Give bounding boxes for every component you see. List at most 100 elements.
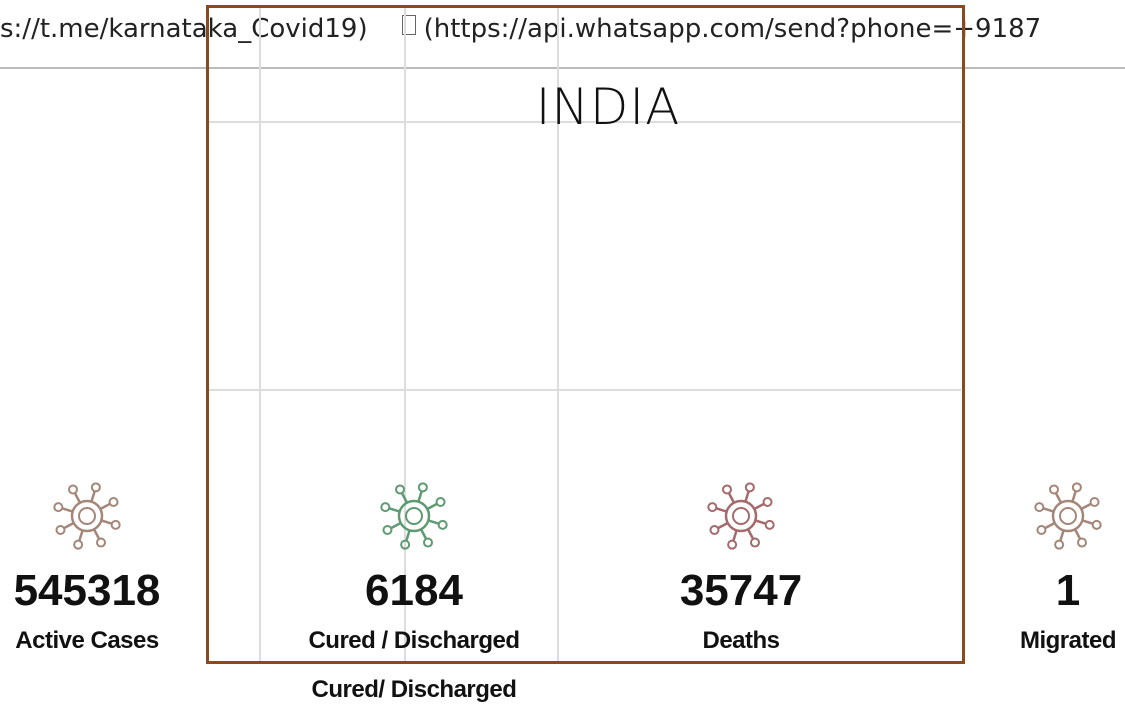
stat-card: 545318 Active Cases — [0, 478, 197, 655]
link-bar: s://t.me/karnataka_Covid19) (https://api.… — [0, 14, 1041, 44]
stat-value: 35747 — [679, 566, 803, 615]
icon-node — [727, 539, 738, 550]
stat-value: 1 — [1055, 566, 1081, 615]
icon-node — [1076, 537, 1087, 548]
icon-node — [709, 524, 720, 535]
icon-spike — [63, 521, 75, 530]
icon-spike — [100, 519, 113, 525]
icon-spike — [405, 529, 411, 542]
extra-label: Cured/ Discharged — [311, 676, 517, 703]
grid-line — [208, 121, 961, 123]
icon-spike — [727, 492, 736, 504]
icon-node — [707, 502, 718, 513]
divider — [0, 67, 1125, 69]
virus-icon — [380, 482, 448, 550]
icon-node — [382, 524, 393, 535]
icon-node — [744, 482, 755, 493]
highlight-frame — [206, 5, 965, 664]
icon-node — [417, 482, 428, 493]
icon-node — [110, 519, 121, 530]
icon-node — [762, 497, 773, 508]
virus-icon — [1034, 482, 1102, 550]
glyph-box — [401, 15, 416, 35]
icon-node — [437, 519, 448, 530]
icon-spike — [1081, 519, 1094, 525]
icon-node — [422, 537, 433, 548]
stat-card: 6184 Cured / Discharged — [304, 478, 524, 655]
icon-node — [435, 497, 446, 508]
icon-node — [1089, 497, 1100, 508]
icon-spike — [417, 490, 423, 503]
icon-node — [400, 539, 411, 550]
grid-line — [404, 5, 406, 661]
icon-node — [1071, 482, 1082, 493]
icon-spike — [1044, 521, 1056, 530]
icon-spike — [419, 528, 428, 540]
icon-spike — [1080, 502, 1092, 511]
icon-spike — [78, 529, 84, 542]
icon-spike — [746, 528, 755, 540]
icon-node — [380, 502, 391, 513]
page-title: INDIA — [535, 78, 681, 136]
virus-icon — [53, 482, 121, 550]
stat-card: 1 Migrated — [958, 478, 1125, 655]
icon-spike — [1071, 490, 1077, 503]
icon-spike — [715, 507, 728, 513]
icon-body — [397, 499, 431, 533]
icon-body — [1051, 499, 1085, 533]
icon-spike — [717, 521, 729, 530]
icon-node — [1054, 539, 1065, 550]
stat-label: Deaths — [702, 627, 780, 654]
stat-label: Active Cases — [15, 627, 159, 654]
icon-spike — [1059, 529, 1065, 542]
icon-node — [108, 497, 119, 508]
icon-spike — [99, 502, 111, 511]
icon-inner — [78, 507, 96, 525]
stat-value: 545318 — [13, 566, 161, 615]
icon-spike — [732, 529, 738, 542]
icon-spike — [73, 492, 82, 504]
icon-spike — [426, 502, 438, 511]
stat-value: 6184 — [365, 566, 463, 615]
icon-spike — [427, 519, 440, 525]
icon-node — [1091, 519, 1102, 530]
stat-card: 35747 Deaths — [631, 478, 851, 655]
icon-node — [95, 537, 106, 548]
icon-node — [68, 484, 79, 495]
icon-node — [73, 539, 84, 550]
icon-spike — [390, 521, 402, 530]
icon-spike — [61, 507, 74, 513]
icon-node — [1034, 502, 1045, 513]
telegram-link[interactable]: s://t.me/karnataka_Covid19) — [0, 14, 368, 44]
icon-inner — [405, 507, 423, 525]
icon-inner — [1059, 507, 1077, 525]
icon-spike — [90, 490, 96, 503]
grid-line — [259, 5, 261, 661]
icon-spike — [754, 519, 767, 525]
icon-inner — [732, 507, 750, 525]
icon-node — [53, 502, 64, 513]
icon-node — [722, 484, 733, 495]
grid-line — [557, 5, 559, 661]
icon-spike — [753, 502, 765, 511]
icon-node — [1049, 484, 1060, 495]
stat-label: Cured / Discharged — [308, 627, 520, 654]
whatsapp-link[interactable]: (https://api.whatsapp.com/send?phone=+91… — [423, 14, 1042, 44]
icon-spike — [400, 492, 409, 504]
icon-spike — [1073, 528, 1082, 540]
icon-spike — [388, 507, 401, 513]
virus-icon — [707, 482, 775, 550]
icon-spike — [92, 528, 101, 540]
icon-node — [55, 524, 66, 535]
icon-node — [395, 484, 406, 495]
icon-body — [70, 499, 104, 533]
grid-line — [208, 389, 961, 391]
icon-spike — [744, 490, 750, 503]
icon-node — [90, 482, 101, 493]
icon-node — [749, 537, 760, 548]
stat-label: Migrated — [1019, 627, 1117, 654]
icon-spike — [1054, 492, 1063, 504]
icon-body — [724, 499, 758, 533]
icon-spike — [1042, 507, 1055, 513]
